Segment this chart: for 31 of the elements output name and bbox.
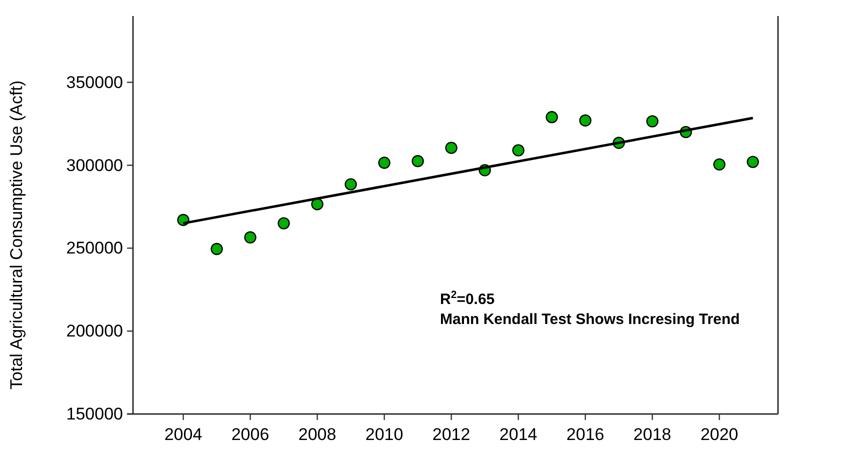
point <box>210 242 223 256</box>
x-tick-label: 2016 <box>566 425 604 444</box>
point <box>546 111 558 124</box>
point <box>746 156 759 168</box>
point <box>579 114 592 127</box>
point <box>344 178 357 190</box>
y-axis-title: Total Agricultural Consumptive Use (Acft) <box>7 80 26 390</box>
x-tick-label: 2006 <box>231 425 270 444</box>
point <box>278 217 290 230</box>
x-tick-label: 2012 <box>432 425 470 444</box>
point <box>646 115 658 128</box>
y-tick-label: 200000 <box>66 322 123 341</box>
x-tick-label: 2014 <box>499 425 538 444</box>
y-tick-label: 250000 <box>66 238 123 258</box>
point <box>713 158 726 171</box>
x-tick-label: 2004 <box>164 425 202 444</box>
x-tick-label: 2020 <box>700 425 738 444</box>
x-tick-label: 2008 <box>298 425 336 444</box>
annotation: Mann Kendall Test Shows Incresing Trend <box>440 311 740 328</box>
point <box>445 142 458 154</box>
point <box>244 231 256 244</box>
x-tick-label: 2018 <box>633 425 672 444</box>
point <box>311 198 324 210</box>
y-tick-label: 350000 <box>66 72 123 92</box>
point <box>378 156 390 169</box>
point <box>512 144 524 156</box>
y-tick-label: 300000 <box>66 156 123 175</box>
point <box>412 155 424 168</box>
x-tick-label: 2010 <box>365 425 404 444</box>
annotation: R$^{2}$=0.65 <box>440 289 495 308</box>
y-tick-label: 150000 <box>66 404 123 424</box>
